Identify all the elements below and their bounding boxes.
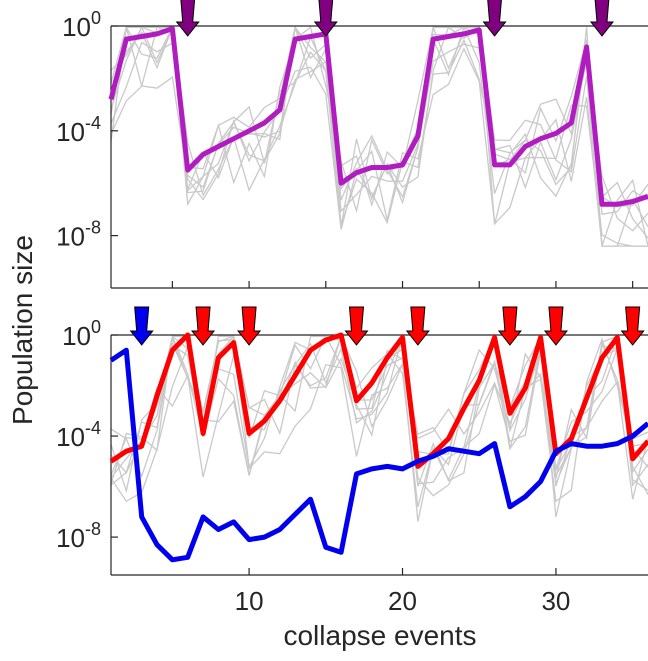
- background-trace-line: [110, 27, 648, 247]
- background-traces: [110, 24, 648, 247]
- x-tick-label: 30: [541, 586, 570, 616]
- x-axis-label: collapse events: [283, 620, 476, 651]
- x-tick-label: 20: [388, 586, 417, 616]
- y-tick-label: 100: [62, 317, 101, 351]
- series-line-highlighted: [108, 26, 648, 207]
- collapse-arrow-marker: [313, 0, 338, 37]
- collapse-arrow-marker: [482, 0, 507, 37]
- collapse-arrow-marker: [191, 306, 216, 346]
- collapse-arrow-marker: [497, 306, 522, 346]
- top-panel: 100 10-4 10-8: [56, 0, 648, 289]
- collapse-arrow-marker: [543, 306, 568, 346]
- background-trace-line: [110, 24, 648, 232]
- y-axis-label: Population size: [7, 235, 38, 425]
- background-trace-line: [110, 26, 648, 247]
- collapse-arrow-marker: [589, 0, 614, 37]
- collapse-arrow-marker: [405, 306, 430, 346]
- background-trace-line: [110, 25, 648, 247]
- bottom-panel: 100 10-4 10-8 10 20 30: [56, 306, 648, 616]
- y-tick-label: 10-4: [56, 418, 101, 452]
- y-tick-label: 10-4: [56, 113, 101, 147]
- y-tick-label: 100: [62, 8, 101, 42]
- background-trace-line: [110, 26, 648, 215]
- collapse-arrow-marker: [620, 306, 645, 346]
- collapse-arrow-marker: [129, 306, 154, 346]
- series-line-blue: [109, 347, 648, 563]
- background-trace-line: [110, 336, 648, 485]
- x-tick-label: 10: [235, 586, 264, 616]
- y-tick-label: 10-8: [56, 218, 101, 252]
- collapse-arrow-marker: [175, 0, 200, 37]
- y-tick-label: 10-8: [56, 519, 101, 553]
- background-trace-line: [110, 26, 648, 247]
- collapse-arrow-marker: [237, 306, 262, 346]
- background-trace-line: [110, 25, 648, 239]
- collapse-arrow-marker: [344, 306, 369, 346]
